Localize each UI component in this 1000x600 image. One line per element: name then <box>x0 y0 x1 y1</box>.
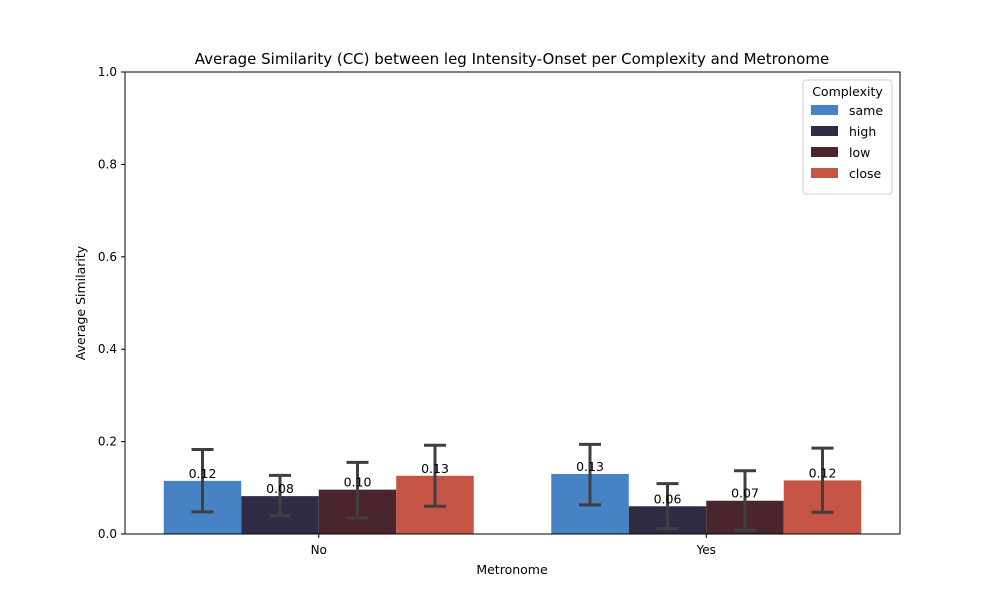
error-bar-close-no <box>424 443 446 508</box>
data-label-low-yes: 0.07 <box>731 486 759 501</box>
data-label-low-no: 0.10 <box>344 475 372 490</box>
legend-label-close: close <box>849 166 882 181</box>
legend-swatch-same <box>811 105 838 115</box>
error-bar-low-yes <box>734 469 756 532</box>
y-tick-label: 1.0 <box>98 65 117 79</box>
y-axis-label: Average Similarity <box>73 245 88 360</box>
error-bar-same-yes <box>579 442 601 507</box>
data-label-high-yes: 0.06 <box>654 491 682 506</box>
data-label-high-no: 0.08 <box>266 481 294 496</box>
x-tick-label-yes: Yes <box>696 543 716 557</box>
legend: Complexity same high low close <box>802 79 893 195</box>
y-tick-label: 0.4 <box>98 342 117 356</box>
error-bar-high-no <box>269 473 291 518</box>
error-bar-high-yes <box>656 482 679 530</box>
data-label-close-yes: 0.12 <box>809 465 837 480</box>
plot-area: 0.12 0.13 0.08 0.06 0.10 0.07 0.13 0.12 0.0 0.2 0.… <box>98 65 901 557</box>
legend-swatch-low <box>811 147 838 157</box>
plot-frame <box>124 71 901 535</box>
x-axis-label: Metronome <box>476 562 548 577</box>
y-tick-label: 0.8 <box>98 157 117 171</box>
legend-label-high: high <box>849 124 876 139</box>
error-bar-close-yes <box>811 446 834 514</box>
y-tick-label: 0.0 <box>98 527 117 541</box>
data-label-close-no: 0.13 <box>421 461 449 476</box>
legend-title: Complexity <box>812 84 883 99</box>
y-tick-label: 0.2 <box>98 435 117 449</box>
legend-label-low: low <box>849 145 870 160</box>
legend-swatch-close <box>811 168 838 178</box>
chart-title: Average Similarity (CC) between leg Inte… <box>195 50 829 68</box>
x-tick-label-no: No <box>311 543 327 557</box>
error-bar-same-no <box>191 447 214 514</box>
data-label-same-no: 0.12 <box>189 466 217 481</box>
y-tick-label: 0.6 <box>98 250 117 264</box>
legend-swatch-high <box>811 126 838 136</box>
data-label-same-yes: 0.13 <box>576 459 604 474</box>
legend-label-same: same <box>849 103 883 118</box>
error-bar-low-no <box>346 460 369 520</box>
